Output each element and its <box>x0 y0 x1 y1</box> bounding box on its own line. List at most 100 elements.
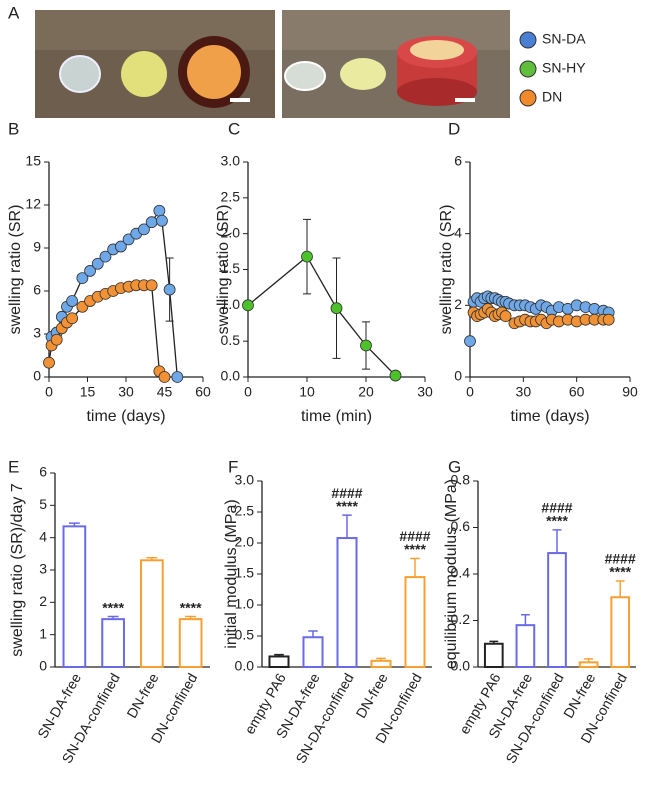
data-point <box>389 369 402 382</box>
x-tick-label: DN-free <box>123 670 161 721</box>
bar <box>547 552 567 669</box>
legend-marker <box>519 31 537 49</box>
y-tick-label: 0.8 <box>451 472 471 488</box>
y-tick-label: 1.0 <box>221 296 241 312</box>
data-point <box>158 371 171 383</box>
significance-stars: **** <box>546 513 568 529</box>
y-tick-label: 2.5 <box>221 189 241 205</box>
data-point <box>145 216 158 229</box>
y-tick-label: 1.0 <box>235 596 255 612</box>
data-point <box>464 335 476 348</box>
y-tick-label: 2.5 <box>235 503 255 519</box>
y-tick-label: 5 <box>39 496 47 512</box>
y-tick-label: 9 <box>33 239 41 255</box>
bar <box>140 559 164 668</box>
y-axis-label: swelling ratio (SR) <box>438 205 455 335</box>
photo-left <box>35 10 275 118</box>
y-tick-label: 2 <box>39 593 47 609</box>
y-tick-label: 3 <box>33 325 41 341</box>
y-axis-label: swelling ratio (SR) <box>7 205 24 335</box>
y-tick-label: 4 <box>454 224 462 240</box>
y-tick-label: 1 <box>39 625 47 641</box>
y-tick-label: 1.5 <box>235 565 255 581</box>
bar <box>178 618 203 668</box>
legend-marker <box>519 89 537 107</box>
y-tick-label: 12 <box>25 196 41 212</box>
bar <box>336 537 358 668</box>
y-tick-label: 0 <box>454 368 462 384</box>
data-point <box>66 312 78 325</box>
data-point <box>156 214 168 227</box>
data-point <box>76 272 89 285</box>
bar <box>101 618 125 668</box>
y-tick-label: 3.0 <box>235 472 255 488</box>
significance-stars: **** <box>180 599 202 615</box>
data-point <box>145 279 158 292</box>
y-tick-label: 0.2 <box>451 611 471 627</box>
panel-label: E <box>8 457 19 476</box>
error-bar <box>342 514 352 539</box>
y-tick-label: 3.0 <box>221 153 241 169</box>
bar <box>578 661 599 668</box>
series-line <box>247 255 396 377</box>
y-tick-label: 6 <box>454 153 462 169</box>
x-axis-label: time (days) <box>86 408 165 425</box>
y-axis-label: initial modulus (MPa) <box>223 499 240 648</box>
data-point <box>66 295 78 307</box>
bar <box>610 596 631 668</box>
x-axis-label: time (min) <box>301 408 372 425</box>
y-tick-label: 4 <box>39 528 47 544</box>
y-tick-label: 6 <box>33 282 41 298</box>
y-tick-label: 2.0 <box>221 224 241 240</box>
data-point <box>138 223 150 236</box>
bar <box>268 655 290 669</box>
panel-label: D <box>448 119 460 138</box>
legend-label: DN <box>542 89 562 105</box>
y-tick-label: 0.4 <box>451 565 471 581</box>
data-point <box>602 313 615 326</box>
data-point <box>163 283 176 296</box>
data-point <box>99 250 112 263</box>
panel-label: B <box>8 119 19 138</box>
legend-marker <box>519 60 537 78</box>
panel-label: C <box>228 119 240 138</box>
legend-label: SN-DA <box>542 31 586 47</box>
y-tick-label: 0 <box>39 658 47 674</box>
y-tick-label: 0.5 <box>221 332 241 348</box>
bar <box>302 636 324 668</box>
data-point <box>301 250 313 263</box>
y-tick-label: 3 <box>39 561 47 577</box>
y-tick-label: 6 <box>39 464 47 480</box>
x-axis-label: time (days) <box>510 408 589 425</box>
significance-stars: **** <box>609 564 631 580</box>
data-point <box>153 204 166 217</box>
error-bar <box>520 613 530 626</box>
panel-label: A <box>8 3 20 22</box>
data-point <box>360 339 372 352</box>
error-bar <box>308 630 318 638</box>
data-point <box>499 310 512 322</box>
y-axis-label: swelling ratio (SR) <box>215 205 232 335</box>
photo-right <box>282 10 510 118</box>
y-tick-label: 1.5 <box>221 260 241 276</box>
x-tick-label: 0 <box>466 384 474 400</box>
y-axis-label: swelling ratio (SR)/day 7 <box>9 483 26 657</box>
error-bar <box>615 580 625 598</box>
data-point <box>330 302 343 315</box>
x-tick-label: 10 <box>299 384 315 400</box>
significance-hashes: #### <box>331 485 362 501</box>
x-tick-label: 30 <box>516 384 532 400</box>
y-tick-label: 0.0 <box>235 658 255 674</box>
y-tick-label: 2.0 <box>235 534 255 550</box>
y-tick-label: 2 <box>454 296 462 312</box>
x-tick-label: 60 <box>569 384 585 400</box>
y-tick-label: 0.6 <box>451 518 471 534</box>
data-point <box>242 299 254 312</box>
panel-label: G <box>448 457 461 476</box>
x-tick-label: 15 <box>80 384 96 400</box>
x-tick-label: 90 <box>622 384 638 400</box>
data-point <box>50 333 63 346</box>
y-axis-label: equilibrium modulus (MPa) <box>443 479 460 669</box>
